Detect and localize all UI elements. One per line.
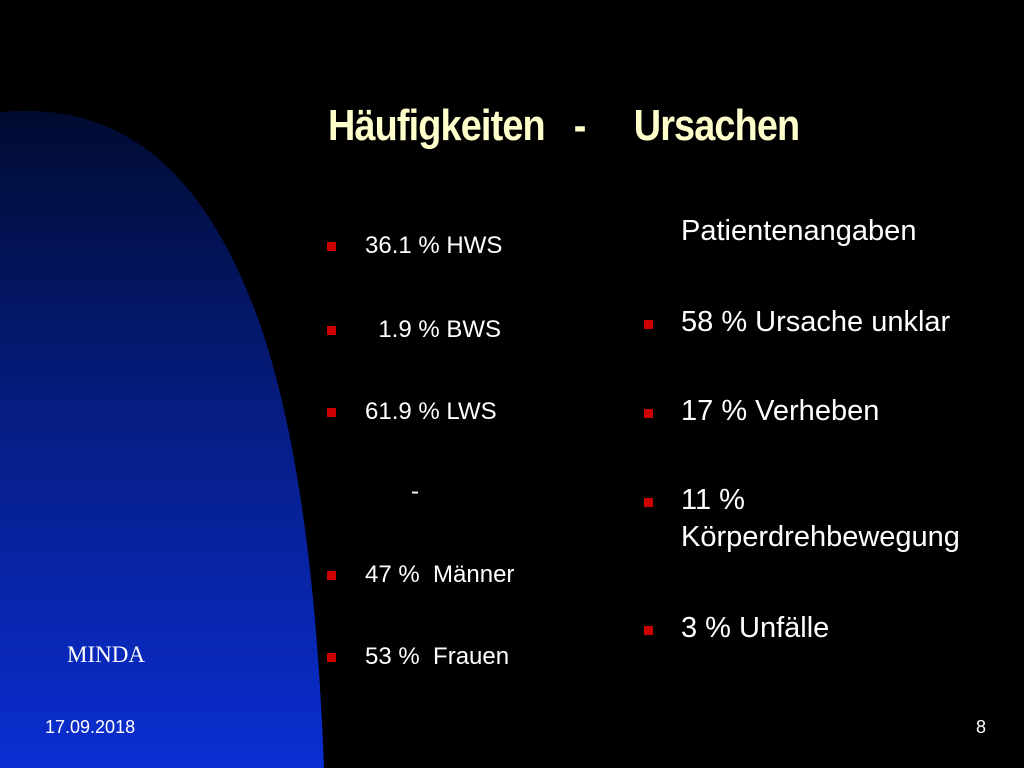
left-list-item: 47 % Männer [365, 561, 515, 588]
bullet-icon [644, 320, 653, 329]
bullet-icon [644, 626, 653, 635]
page-number: 8 [976, 717, 987, 737]
right-list-item: 3 % Unfälle [681, 612, 830, 644]
left-list-separator: - [411, 478, 419, 505]
right-list-heading: Patientenangaben [681, 215, 917, 247]
left-list-item: 36.1 % HWS [365, 232, 503, 259]
right-list-item: 17 % Verheben [681, 395, 880, 427]
brand-label: MINDA [67, 642, 145, 667]
left-list-item: 1.9 % BWS [365, 316, 502, 343]
bullet-icon [327, 653, 336, 662]
left-list-item: 61.9 % LWS [365, 398, 497, 425]
right-list-item-continuation: Körperdrehbewegung [681, 521, 960, 553]
left-list-item: 53 % Frauen [365, 643, 510, 670]
bullet-icon [327, 326, 336, 335]
bullet-icon [327, 408, 336, 417]
bullet-icon [327, 242, 336, 251]
bullet-icon [327, 571, 336, 580]
footer-date: 17.09.2018 [45, 717, 136, 737]
right-list-item: 58 % Ursache unklar [681, 306, 951, 338]
bullet-icon [644, 409, 653, 418]
bullet-icon [644, 498, 653, 507]
right-list-item: 11 % [681, 484, 745, 516]
slide-title: Häufigkeiten - Ursachen [328, 101, 800, 150]
